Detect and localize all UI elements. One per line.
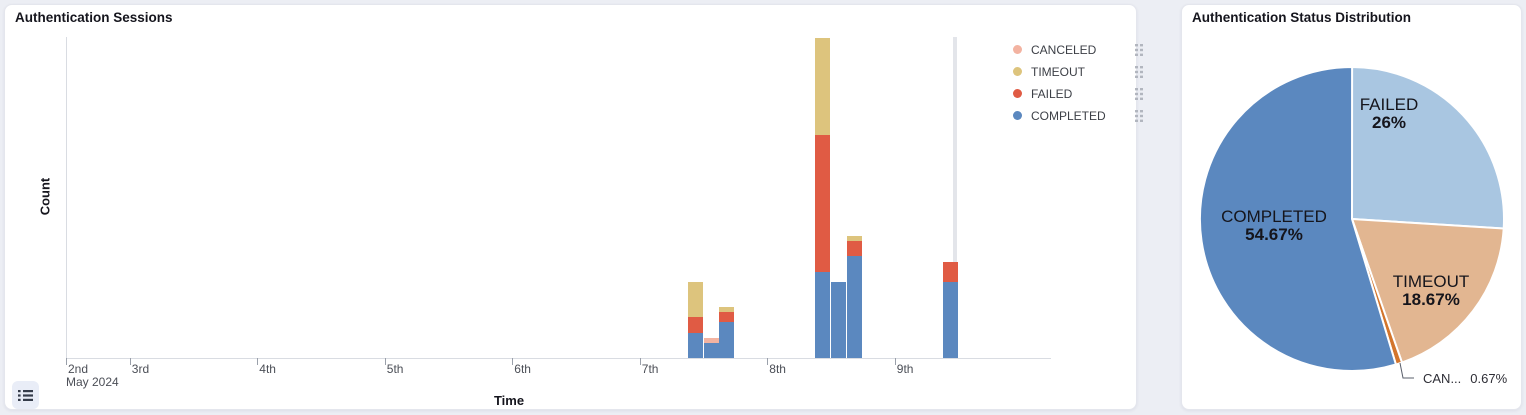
x-axis-ticks: 2nd May 2024 3rd 4th 5th 6th 7th 8th 9th bbox=[5, 5, 1136, 409]
slice-name: CAN... bbox=[1423, 371, 1462, 386]
bar-segment-failed[interactable] bbox=[815, 134, 831, 272]
legend-item-canceled[interactable]: CANCELED bbox=[1013, 42, 1143, 57]
bar-segment-timeout[interactable] bbox=[815, 38, 831, 135]
slice-name: TIMEOUT bbox=[1392, 272, 1470, 291]
bar-segment-completed[interactable] bbox=[703, 342, 719, 358]
x-axis-label: Time bbox=[493, 393, 525, 408]
page-title: Authentication Sessions bbox=[15, 10, 173, 25]
auth-sessions-panel: Authentication Sessions Count 2nd May 202… bbox=[4, 4, 1143, 410]
bar-segment-failed[interactable] bbox=[719, 312, 735, 323]
drag-handle-icon[interactable] bbox=[1135, 43, 1143, 56]
failed-color-dot bbox=[1013, 89, 1022, 98]
x-tick-label: 6th bbox=[514, 362, 531, 376]
slice-name: FAILED bbox=[1359, 95, 1419, 114]
bar-segment-failed[interactable] bbox=[846, 241, 862, 257]
bar-segment-completed[interactable] bbox=[942, 281, 958, 358]
legend-item-label: COMPLETED bbox=[1031, 108, 1106, 123]
bar-segment-completed[interactable] bbox=[719, 322, 735, 358]
legend-item-timeout[interactable]: TIMEOUT bbox=[1013, 64, 1143, 79]
x-tick bbox=[257, 358, 259, 365]
bar-segment-timeout[interactable] bbox=[687, 281, 703, 318]
x-tick-label: 8th bbox=[769, 362, 786, 376]
slice-percent: 0.67% bbox=[1470, 371, 1508, 386]
pie-slice-failed[interactable] bbox=[1351, 65, 1505, 230]
slice-percent: 18.67% bbox=[1402, 290, 1460, 309]
timeout-color-dot bbox=[1013, 67, 1022, 76]
bar-segment-failed[interactable] bbox=[687, 317, 703, 333]
x-tick bbox=[384, 358, 386, 365]
drag-handle-icon[interactable] bbox=[1135, 87, 1143, 100]
chart-legend: CANCELED TIMEOUT FAILED COMPLETED bbox=[1013, 42, 1143, 130]
completed-color-dot bbox=[1013, 111, 1022, 120]
drag-handle-icon[interactable] bbox=[1135, 65, 1143, 78]
current-time-marker bbox=[953, 37, 958, 358]
canceled-color-dot bbox=[1013, 45, 1022, 54]
canceled-leader-line bbox=[1399, 362, 1414, 379]
x-tick-label: 7th bbox=[641, 362, 659, 376]
bar-segment-completed[interactable] bbox=[687, 332, 703, 358]
y-axis-line bbox=[66, 37, 67, 358]
slice-percent: 26% bbox=[1371, 113, 1407, 132]
bar-segment-timeout[interactable] bbox=[846, 236, 862, 242]
pie-label-timeout: TIMEOUT 18.67% bbox=[1386, 273, 1476, 308]
pie-slice-completed[interactable] bbox=[1198, 65, 1398, 372]
bar-segment-failed[interactable] bbox=[942, 261, 958, 282]
x-month-label: May 2024 bbox=[66, 375, 119, 389]
pie-label-completed: COMPLETED 54.67% bbox=[1220, 208, 1328, 243]
pie-label-canceled: CAN... 0.67% bbox=[1423, 371, 1507, 386]
x-tick bbox=[66, 358, 67, 365]
drag-handle-icon[interactable] bbox=[1135, 109, 1143, 122]
bar-segment-timeout[interactable] bbox=[719, 307, 735, 313]
x-tick-label: 3rd bbox=[131, 362, 150, 376]
auth-status-panel: Authentication Status Distribution FAILE… bbox=[1181, 4, 1522, 410]
list-icon bbox=[18, 389, 33, 401]
legend-item-label: TIMEOUT bbox=[1031, 64, 1085, 79]
x-tick bbox=[512, 358, 514, 365]
legend-item-completed[interactable]: COMPLETED bbox=[1013, 108, 1143, 123]
x-tick-label: 9th bbox=[896, 362, 914, 376]
x-tick bbox=[767, 358, 769, 365]
bar-segment-completed[interactable] bbox=[815, 271, 831, 358]
stacked-bars-plot[interactable] bbox=[5, 5, 1136, 409]
legend-item-failed[interactable]: FAILED bbox=[1013, 86, 1143, 101]
legend-item-label: CANCELED bbox=[1031, 42, 1097, 57]
bar-segment-completed[interactable] bbox=[831, 281, 846, 358]
x-tick bbox=[894, 358, 896, 365]
x-tick bbox=[129, 358, 131, 365]
x-tick bbox=[639, 358, 641, 365]
x-tick-label: 2nd bbox=[68, 362, 89, 376]
legend-item-label: FAILED bbox=[1031, 86, 1073, 101]
legend-toggle-button[interactable] bbox=[12, 381, 39, 409]
x-tick-label: 5th bbox=[386, 362, 404, 376]
bar-segment-completed[interactable] bbox=[846, 256, 862, 358]
x-tick-label: 4th bbox=[259, 362, 276, 376]
bar-segment-canceled[interactable] bbox=[703, 337, 719, 343]
slice-percent: 54.67% bbox=[1245, 225, 1303, 244]
page-title: Authentication Status Distribution bbox=[1192, 10, 1411, 25]
status-pie-chart[interactable] bbox=[1182, 5, 1523, 411]
x-axis-line bbox=[66, 358, 1051, 359]
pie-label-failed: FAILED 26% bbox=[1346, 96, 1432, 131]
slice-name: COMPLETED bbox=[1221, 207, 1327, 226]
